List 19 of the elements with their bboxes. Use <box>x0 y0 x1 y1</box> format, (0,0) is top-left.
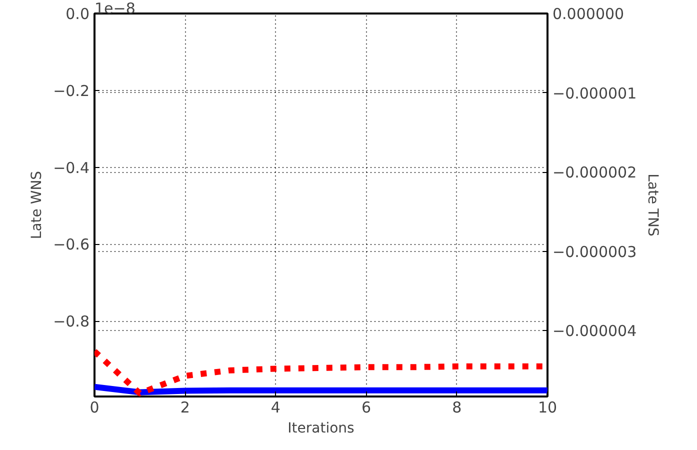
y2-tick-label: −0.000002 <box>552 164 637 182</box>
x-tick-label: 4 <box>270 398 280 416</box>
y2-tick-label: −0.000004 <box>552 322 637 340</box>
x-axis-title: Iterations <box>288 420 354 436</box>
y-tick-label: −0.4 <box>53 158 90 177</box>
y2-tick-label: 0.000000 <box>552 5 624 23</box>
y-tick-label: 0.0 <box>66 5 90 23</box>
y2-axis-title: Late TNS <box>644 174 661 237</box>
y2-tick-label: −0.000001 <box>552 84 637 102</box>
y-axis-title: Late WNS <box>29 170 46 240</box>
x-tick-label: 2 <box>180 398 190 416</box>
x-tick-label: 0 <box>90 398 100 416</box>
y-tick-label: −0.8 <box>53 312 90 331</box>
y-tick-label: −0.6 <box>53 236 90 254</box>
y2-tick-label: −0.000003 <box>552 242 637 261</box>
x-tick-label: 6 <box>362 398 372 416</box>
x-tick-label: 10 <box>538 398 558 416</box>
y-tick-label: −0.2 <box>53 82 90 100</box>
x-tick-label: 8 <box>452 398 462 416</box>
